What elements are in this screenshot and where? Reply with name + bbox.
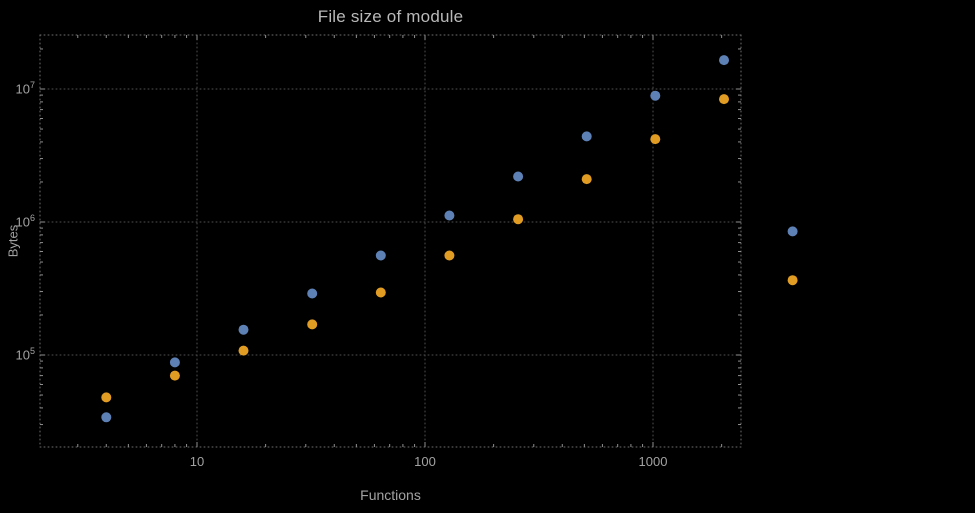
data-point-series-orange xyxy=(650,134,661,145)
data-point-series-orange xyxy=(719,94,729,105)
x-tick-label: 1000 xyxy=(638,454,668,469)
data-point-series-blue xyxy=(787,226,798,237)
data-point-series-orange xyxy=(581,174,592,185)
data-point-series-orange xyxy=(444,250,455,261)
data-point-series-blue xyxy=(719,55,729,66)
y-axis-label: Bytes xyxy=(5,224,21,258)
data-point-series-orange xyxy=(787,275,798,286)
data-point-series-blue xyxy=(101,412,112,423)
x-tick-label: 10 xyxy=(189,454,205,469)
data-point-series-blue xyxy=(307,288,318,299)
data-point-series-blue xyxy=(238,324,249,335)
x-axis-label: Functions xyxy=(360,487,421,503)
chart-title: File size of module xyxy=(317,7,464,26)
y-tick-label: 107 xyxy=(15,80,35,97)
y-tick-label: 105 xyxy=(15,346,35,363)
data-point-series-orange xyxy=(238,345,249,356)
data-point-series-orange xyxy=(513,214,524,225)
data-point-series-blue xyxy=(650,90,661,101)
x-tick-label: 100 xyxy=(414,454,436,469)
data-point-series-orange xyxy=(101,392,112,403)
data-point-series-blue xyxy=(581,131,592,142)
data-point-series-blue xyxy=(444,210,455,221)
data-point-series-orange xyxy=(169,370,180,381)
y-tick-label: 106 xyxy=(15,213,35,230)
data-point-series-blue xyxy=(513,171,524,182)
data-point-series-orange xyxy=(307,319,318,330)
data-point-series-orange xyxy=(375,287,386,298)
data-point-series-blue xyxy=(169,357,180,368)
data-point-series-blue xyxy=(375,250,386,261)
